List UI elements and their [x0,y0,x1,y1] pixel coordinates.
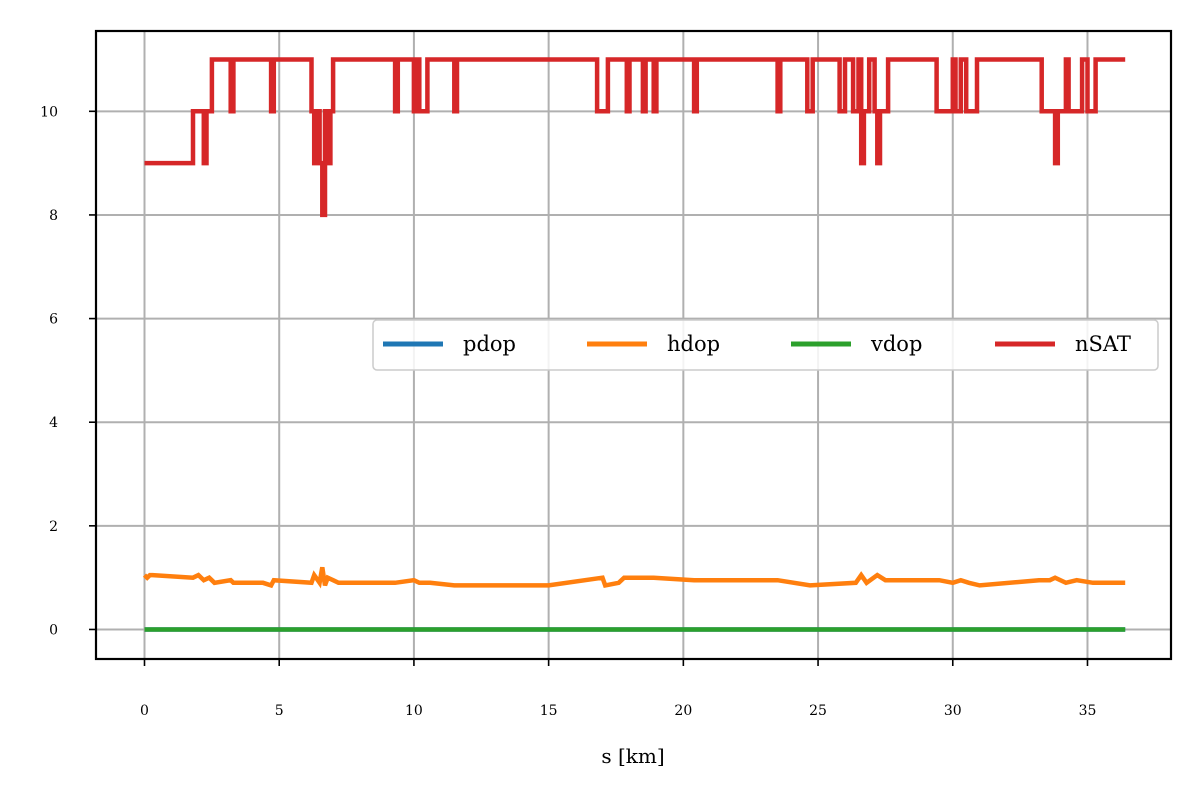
legend-label-vdop: vdop [870,332,922,356]
legend-label-pdop: pdop [463,332,516,356]
y-tick-label: 4 [49,415,58,431]
plot-frame [94,29,1173,661]
axis-ticks: 0 5 10 15 20 25 30 35 0 2 4 6 8 10 [40,104,1096,719]
y-tick-label: 8 [49,208,58,224]
y-tick-label: 10 [40,104,58,120]
series-line-nSAT [144,57,1126,218]
legend-box [372,319,1159,371]
x-tick-label: 15 [540,703,558,719]
x-tick-label: 35 [1079,703,1097,719]
plot-lines [142,57,1126,632]
x-tick-label: 10 [405,703,423,719]
legend: pdop hdop vdop nSAT [372,319,1159,371]
x-tick-label: 20 [674,703,692,719]
y-tick-label: 2 [49,519,58,535]
legend-label-nSAT: nSAT [1075,332,1131,356]
series-line-hdop [142,566,1126,589]
x-tick-label: 5 [275,703,284,719]
y-tick-label: 0 [49,622,58,638]
legend-label-hdop: hdop [667,332,720,356]
x-axis-label: s [km] [601,744,664,768]
x-tick-label: 0 [140,703,149,719]
y-tick-label: 6 [49,312,58,328]
x-tick-label: 30 [944,703,962,719]
x-tick-label: 25 [809,703,827,719]
